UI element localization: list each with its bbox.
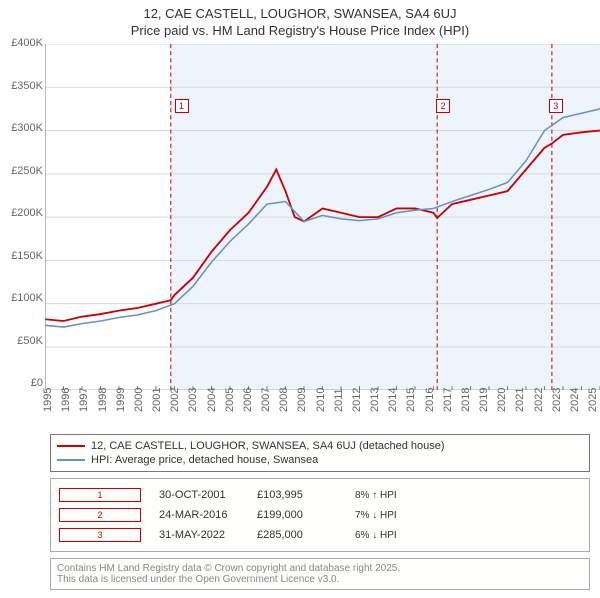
event-price: £199,000: [257, 509, 337, 521]
legend-swatch: [57, 459, 85, 461]
x-tick-label: 2018: [460, 388, 472, 412]
x-tick-label: 2005: [224, 388, 236, 412]
event-delta: 6% ↓ HPI: [355, 530, 435, 541]
footer-line1: Contains HM Land Registry data © Crown c…: [57, 563, 583, 574]
event-delta: 7% ↓ HPI: [355, 510, 435, 521]
legend-row: 12, CAE CASTELL, LOUGHOR, SWANSEA, SA4 6…: [57, 439, 583, 453]
y-tick-label: £50K: [1, 335, 43, 347]
x-tick-label: 2022: [533, 388, 545, 412]
chart-area: 123£0£50K£100K£150K£200K£250K£300K£350K£…: [45, 44, 600, 384]
x-tick-label: 2024: [569, 388, 581, 412]
y-tick-label: £350K: [1, 80, 43, 92]
x-tick-label: 2011: [333, 388, 345, 412]
marker-3: 3: [549, 99, 563, 113]
event-date: 30-OCT-2001: [159, 489, 239, 501]
x-tick-label: 1996: [60, 388, 72, 412]
x-tick-label: 2007: [260, 388, 272, 412]
chart-svg: [45, 44, 600, 390]
chart-container: 12, CAE CASTELL, LOUGHOR, SWANSEA, SA4 6…: [0, 0, 600, 590]
event-price: £285,000: [257, 529, 337, 541]
y-tick-label: £400K: [1, 37, 43, 49]
x-tick-label: 2013: [369, 388, 381, 412]
legend: 12, CAE CASTELL, LOUGHOR, SWANSEA, SA4 6…: [50, 434, 590, 472]
y-tick-label: £300K: [1, 122, 43, 134]
legend-row: HPI: Average price, detached house, Swan…: [57, 453, 583, 467]
x-tick-label: 2001: [151, 388, 163, 412]
x-tick-label: 2012: [351, 388, 363, 412]
x-tick-label: 2025: [587, 388, 599, 412]
x-tick-label: 2016: [424, 388, 436, 412]
y-tick-label: £150K: [1, 250, 43, 262]
x-tick-label: 1998: [97, 388, 109, 412]
event-row: 1 30-OCT-2001 £103,995 8% ↑ HPI: [59, 485, 581, 505]
x-tick-label: 1995: [42, 388, 54, 412]
footer: Contains HM Land Registry data © Crown c…: [50, 558, 590, 590]
x-tick-label: 1997: [78, 388, 90, 412]
marker-1: 1: [175, 99, 189, 113]
x-tick-label: 2003: [187, 388, 199, 412]
x-tick-label: 2002: [169, 388, 181, 412]
x-tick-label: 1999: [115, 388, 127, 412]
x-tick-label: 2006: [242, 388, 254, 412]
event-marker: 3: [59, 528, 141, 542]
marker-2: 2: [436, 99, 450, 113]
event-marker: 2: [59, 508, 141, 522]
x-tick-label: 2021: [514, 388, 526, 412]
x-tick-label: 2014: [387, 388, 399, 412]
y-tick-label: £0: [1, 377, 43, 389]
chart-subtitle: Price paid vs. HM Land Registry's House …: [0, 23, 600, 44]
y-tick-label: £100K: [1, 292, 43, 304]
x-tick-label: 2020: [496, 388, 508, 412]
x-tick-label: 2000: [133, 388, 145, 412]
legend-label: 12, CAE CASTELL, LOUGHOR, SWANSEA, SA4 6…: [91, 440, 445, 452]
legend-label: HPI: Average price, detached house, Swan…: [91, 454, 318, 466]
x-tick-label: 2017: [442, 388, 454, 412]
x-tick-label: 2009: [296, 388, 308, 412]
legend-swatch: [57, 445, 85, 447]
event-price: £103,995: [257, 489, 337, 501]
x-tick-label: 2023: [551, 388, 563, 412]
x-tick-label: 2004: [206, 388, 218, 412]
event-date: 31-MAY-2022: [159, 529, 239, 541]
event-delta: 8% ↑ HPI: [355, 490, 435, 501]
chart-title: 12, CAE CASTELL, LOUGHOR, SWANSEA, SA4 6…: [0, 0, 600, 23]
x-tick-label: 2019: [478, 388, 490, 412]
x-tick-label: 2010: [315, 388, 327, 412]
event-row: 3 31-MAY-2022 £285,000 6% ↓ HPI: [59, 525, 581, 545]
event-row: 2 24-MAR-2016 £199,000 7% ↓ HPI: [59, 505, 581, 525]
x-tick-label: 2008: [278, 388, 290, 412]
event-marker: 1: [59, 488, 141, 502]
x-axis-labels: 1995 1996 1997 1998 1999 2000 2001 2002 2003 2004…: [45, 384, 600, 424]
x-tick-label: 2015: [405, 388, 417, 412]
footer-line2: This data is licensed under the Open Gov…: [57, 574, 583, 585]
event-date: 24-MAR-2016: [159, 509, 239, 521]
y-tick-label: £250K: [1, 165, 43, 177]
events-table: 1 30-OCT-2001 £103,995 8% ↑ HPI 2 24-MAR…: [50, 478, 590, 552]
y-tick-label: £200K: [1, 207, 43, 219]
